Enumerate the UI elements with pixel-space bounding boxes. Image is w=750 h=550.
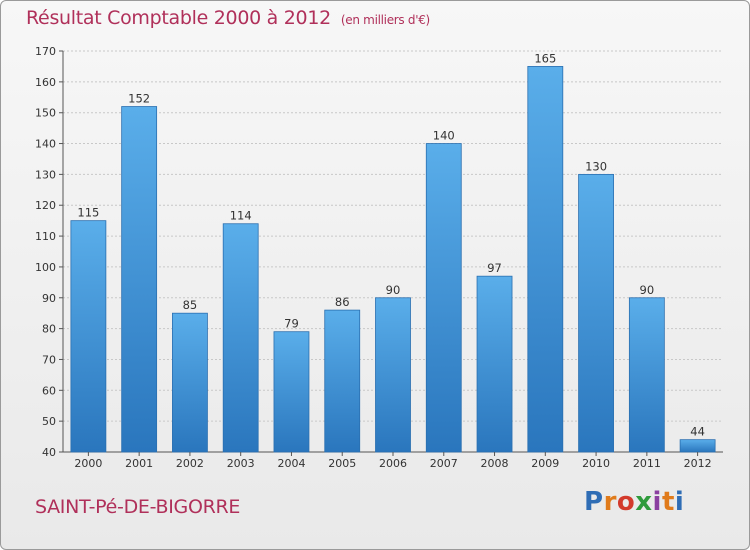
logo-letter: o xyxy=(616,487,636,517)
y-tick-label: 50 xyxy=(42,415,56,428)
y-tick-label: 150 xyxy=(35,107,56,120)
y-tick-label: 60 xyxy=(42,384,56,397)
data-label-2012: 44 xyxy=(690,425,705,439)
y-tick-label: 110 xyxy=(35,230,56,243)
x-tick-label-2001: 2001 xyxy=(125,457,153,470)
chart-title-text: Résultat Comptable 2000 à 2012 xyxy=(26,7,331,29)
bar-2010 xyxy=(578,173,614,453)
y-tick-label: 170 xyxy=(35,45,56,58)
bar-2004 xyxy=(273,331,310,453)
y-tick-label: 160 xyxy=(35,76,56,89)
x-tick-label-2003: 2003 xyxy=(227,457,255,470)
bar-2000 xyxy=(70,220,107,453)
data-label-2004: 79 xyxy=(284,317,299,331)
chart-title: Résultat Comptable 2000 à 2012 (en millie… xyxy=(26,7,430,29)
x-tick-label-2007: 2007 xyxy=(430,457,458,470)
data-label-2008: 97 xyxy=(487,261,502,275)
y-tick-label: 80 xyxy=(42,323,56,336)
x-tick-label-2011: 2011 xyxy=(633,457,661,470)
data-label-2007: 140 xyxy=(433,129,455,143)
x-tick-label-2005: 2005 xyxy=(328,457,356,470)
data-label-2003: 114 xyxy=(230,209,252,223)
logo-letter: i xyxy=(674,487,685,517)
x-tick-labels: 2000 2001 2002 2003 2004 2005 2006 2007 2008 2009… xyxy=(74,452,712,470)
x-tick-label-2009: 2009 xyxy=(531,457,559,470)
data-label-2006: 90 xyxy=(386,283,401,297)
data-label-2002: 85 xyxy=(183,298,198,312)
data-label-2011: 90 xyxy=(640,283,655,297)
logo-letter: x xyxy=(635,487,653,517)
bar-2001 xyxy=(121,106,158,453)
y-tick-label: 100 xyxy=(35,261,56,274)
x-tick-label-2008: 2008 xyxy=(481,457,509,470)
y-tick-label: 130 xyxy=(35,168,56,181)
logo-letter: t xyxy=(661,487,675,517)
logo-letter: P xyxy=(584,487,604,517)
y-tick-label: 40 xyxy=(42,446,56,459)
bar-2012 xyxy=(679,439,716,453)
x-tick-label-2002: 2002 xyxy=(176,457,204,470)
logo-letter: r xyxy=(603,487,617,517)
y-tick-label: 90 xyxy=(42,292,56,305)
logo-letter: i xyxy=(652,487,662,517)
proxiti-logo: Proxiti xyxy=(584,487,684,517)
data-label-2009: 165 xyxy=(534,51,556,65)
y-tick-label: 70 xyxy=(42,353,56,366)
bar-2002 xyxy=(172,312,208,453)
bar-2008 xyxy=(476,275,513,453)
data-label-2001: 152 xyxy=(128,92,150,106)
x-tick-label-2004: 2004 xyxy=(277,457,305,470)
x-tick-label-2012: 2012 xyxy=(684,457,712,470)
x-tick-label-2010: 2010 xyxy=(582,457,610,470)
data-label-2005: 86 xyxy=(335,295,350,309)
bar-2011 xyxy=(628,297,665,453)
commune-name: SAINT-Pé-DE-BIGORRE xyxy=(35,496,241,518)
chart-subtitle: (en milliers d'€) xyxy=(340,13,430,27)
y-tick-labels: 40 50 60 70 80 90 100 110 120 130 140 150 160 170 xyxy=(35,45,56,459)
bar-2007 xyxy=(425,143,462,453)
y-tick-label: 120 xyxy=(35,199,56,212)
y-tick-label: 140 xyxy=(35,138,56,151)
x-tick-label-2006: 2006 xyxy=(379,457,407,470)
bar-2005 xyxy=(324,309,361,453)
bar-2003 xyxy=(222,223,259,453)
data-label-2010: 130 xyxy=(585,159,607,173)
data-label-2000: 115 xyxy=(77,206,99,220)
bars xyxy=(70,66,716,453)
bar-2006 xyxy=(375,297,411,453)
bar-2009 xyxy=(527,66,564,453)
x-tick-label-2000: 2000 xyxy=(74,457,102,470)
data-labels: 115 152 85 114 79 86 90 140 97 165 130 90 44 xyxy=(77,51,705,438)
